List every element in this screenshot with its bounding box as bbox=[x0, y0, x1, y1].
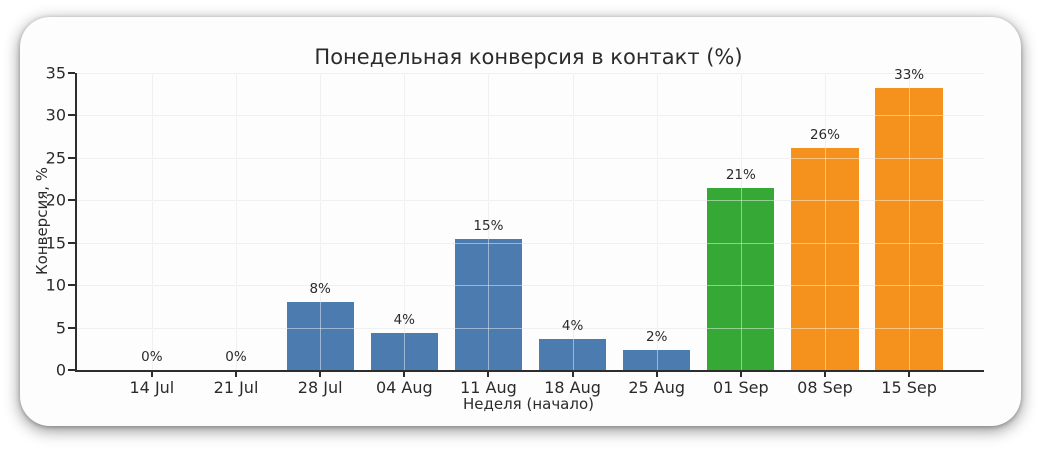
x-tick-mark bbox=[571, 372, 574, 377]
gridline-vertical-overlay bbox=[824, 73, 826, 370]
gridline-horizontal bbox=[77, 200, 984, 202]
x-tick-label: 14 Jul bbox=[129, 378, 175, 397]
x-tick-label: 21 Jul bbox=[213, 378, 259, 397]
x-tick-label: 28 Jul bbox=[297, 378, 343, 397]
y-tick-mark bbox=[68, 284, 75, 287]
chart-title: Понедельная конверсия в контакт (%) bbox=[314, 45, 743, 69]
bar bbox=[538, 339, 607, 370]
gridline-vertical bbox=[656, 73, 658, 370]
gridline-horizontal bbox=[77, 73, 984, 74]
x-tick-mark bbox=[823, 372, 826, 377]
gridline-vertical-overlay bbox=[656, 73, 658, 370]
gridline-horizontal bbox=[77, 327, 984, 329]
bar-value-label: 8% bbox=[309, 281, 331, 298]
y-tick-label: 25 bbox=[45, 148, 66, 168]
gridline-vertical bbox=[151, 73, 153, 370]
gridline-vertical-overlay bbox=[488, 73, 490, 370]
y-tick-mark bbox=[68, 156, 75, 159]
gridline-horizontal-overlay bbox=[77, 242, 984, 244]
gridline-horizontal bbox=[77, 157, 984, 159]
y-tick-label: 30 bbox=[45, 105, 66, 125]
gridline-vertical-overlay bbox=[404, 73, 406, 370]
x-tick-mark bbox=[908, 372, 911, 377]
gridline-vertical-overlay bbox=[909, 73, 911, 370]
x-tick-mark bbox=[150, 372, 153, 377]
gridline-horizontal bbox=[77, 242, 984, 244]
gridline-vertical-overlay bbox=[151, 73, 153, 370]
x-tick-mark bbox=[235, 372, 238, 377]
y-tick-label: 0 bbox=[55, 360, 66, 380]
bar bbox=[454, 239, 523, 370]
x-axis-label: Неделя (начало) bbox=[462, 395, 594, 413]
bar-value-label: 0% bbox=[225, 349, 247, 365]
gridline-vertical-overlay bbox=[236, 73, 238, 370]
x-tick-mark bbox=[487, 372, 490, 377]
bar-value-label: 4% bbox=[561, 318, 584, 335]
bar-value-label: 33% bbox=[894, 67, 925, 84]
x-tick-label: 15 Sep bbox=[881, 378, 937, 397]
x-tick-mark bbox=[319, 372, 322, 377]
y-tick-label: 10 bbox=[45, 275, 66, 295]
gridline-horizontal bbox=[77, 115, 984, 117]
bar bbox=[623, 349, 691, 370]
y-tick-mark bbox=[68, 326, 75, 329]
x-tick-mark bbox=[403, 372, 406, 377]
x-tick-label: 11 Aug bbox=[460, 378, 517, 397]
bar bbox=[286, 302, 354, 370]
x-tick-label: 04 Aug bbox=[375, 378, 433, 397]
gridline-horizontal-overlay bbox=[77, 327, 984, 329]
gridline-horizontal-overlay bbox=[77, 73, 984, 74]
gridline-horizontal-overlay bbox=[77, 115, 984, 117]
gridline-vertical bbox=[236, 73, 238, 370]
bar-value-label: 2% bbox=[645, 328, 668, 345]
y-tick-label: 15 bbox=[45, 233, 66, 253]
x-tick-label: 01 Sep bbox=[713, 378, 769, 397]
gridline-horizontal-overlay bbox=[77, 200, 984, 202]
y-axis-label: Конверсия, % bbox=[33, 166, 51, 276]
gridline-horizontal-overlay bbox=[77, 157, 984, 159]
x-tick-label: 25 Aug bbox=[628, 378, 686, 397]
gridline-horizontal-overlay bbox=[77, 285, 984, 287]
bar-value-label: 21% bbox=[725, 167, 756, 184]
bar bbox=[875, 88, 943, 370]
x-tick-label: 08 Sep bbox=[797, 378, 853, 397]
bar-value-label: 26% bbox=[809, 126, 840, 143]
bar-value-label: 0% bbox=[141, 349, 163, 365]
bar-value-label: 4% bbox=[393, 311, 415, 328]
bar-value-label: 15% bbox=[473, 218, 504, 235]
gridline-horizontal bbox=[77, 285, 984, 287]
y-tick-mark bbox=[68, 199, 75, 202]
x-tick-mark bbox=[739, 372, 742, 377]
y-tick-label: 5 bbox=[55, 318, 66, 338]
chart-card: Понедельная конверсия в контакт (%) Конв… bbox=[20, 17, 1021, 426]
gridline-vertical-overlay bbox=[572, 73, 574, 370]
gridline-vertical bbox=[572, 73, 574, 370]
bar bbox=[707, 188, 775, 370]
gridline-vertical bbox=[404, 73, 406, 370]
x-tick-mark bbox=[655, 372, 658, 377]
y-tick-mark bbox=[68, 241, 75, 244]
gridline-vertical bbox=[320, 73, 322, 370]
bar bbox=[370, 332, 438, 370]
y-tick-mark bbox=[68, 72, 75, 74]
y-tick-mark bbox=[68, 114, 75, 117]
y-tick-label: 35 bbox=[45, 63, 66, 83]
plot-area: 0 5 10 15 20 25 30 35 14 Jul 0% 21 Jul 0% 28 Jul 8% 04… bbox=[46, 64, 984, 397]
gridline-vertical-overlay bbox=[320, 73, 322, 370]
y-tick-label: 20 bbox=[45, 190, 66, 210]
gridline-vertical-overlay bbox=[740, 73, 742, 370]
bar bbox=[791, 147, 859, 370]
gridline-vertical bbox=[488, 73, 490, 370]
y-tick-mark bbox=[68, 369, 75, 371]
x-tick-label: 18 Aug bbox=[544, 378, 601, 397]
